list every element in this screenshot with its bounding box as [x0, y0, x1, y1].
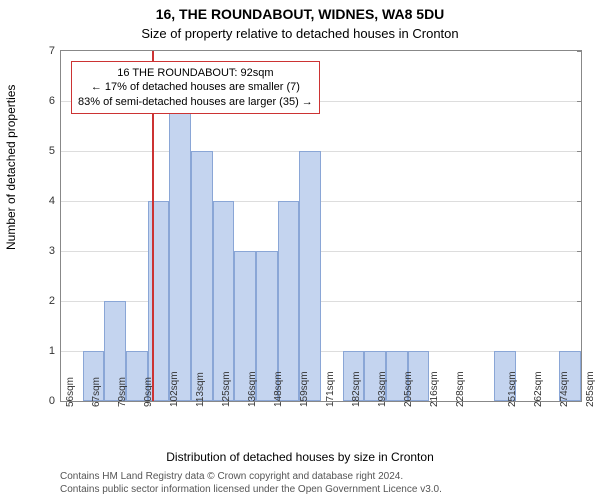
x-tick-label: 159sqm	[299, 371, 310, 407]
y-tick-label: 1	[49, 345, 55, 357]
histogram-bar	[299, 151, 321, 401]
y-tick-label: 2	[49, 295, 55, 307]
y-axis-label: Number of detached properties	[4, 85, 18, 250]
annotation-line: 83% of semi-detached houses are larger (…	[78, 95, 313, 109]
y-tick-label: 0	[49, 395, 55, 407]
gridline	[61, 201, 581, 202]
x-tick-label: 262sqm	[533, 371, 544, 407]
footer-line-2: Contains public sector information licen…	[60, 484, 442, 497]
histogram-bar	[148, 201, 170, 401]
x-tick-label: 113sqm	[195, 372, 206, 407]
plot-area: 0123456756sqm67sqm79sqm90sqm102sqm113sqm…	[60, 50, 582, 402]
x-axis-label: Distribution of detached houses by size …	[0, 450, 600, 464]
footer-line-1: Contains HM Land Registry data © Crown c…	[60, 471, 442, 484]
gridline	[61, 151, 581, 152]
x-tick-label: 216sqm	[429, 371, 440, 407]
chart-subtitle: Size of property relative to detached ho…	[0, 26, 600, 41]
y-tick-label: 3	[49, 245, 55, 257]
chart-container: 16, THE ROUNDABOUT, WIDNES, WA8 5DU Size…	[0, 0, 600, 500]
x-tick-label: 251sqm	[507, 371, 518, 407]
y-tick-label: 4	[49, 195, 55, 207]
y-tick-label: 7	[49, 45, 55, 57]
x-tick-label: 228sqm	[455, 371, 466, 407]
histogram-bar	[169, 101, 191, 401]
y-tick-label: 5	[49, 145, 55, 157]
gridline	[61, 251, 581, 252]
y-tick-label: 6	[49, 95, 55, 107]
y-tick-mark	[577, 51, 582, 52]
x-tick-label: 67sqm	[91, 377, 102, 407]
x-tick-label: 285sqm	[585, 371, 596, 407]
annotation-line: 16 THE ROUNDABOUT: 92sqm	[78, 66, 313, 80]
gridline	[61, 301, 581, 302]
y-tick-mark	[577, 101, 582, 102]
chart-footer: Contains HM Land Registry data © Crown c…	[60, 471, 442, 496]
x-tick-label: 136sqm	[247, 371, 258, 407]
x-tick-label: 193sqm	[377, 371, 388, 407]
x-tick-label: 171sqm	[325, 371, 336, 407]
y-tick-mark	[577, 251, 582, 252]
x-tick-label: 182sqm	[351, 371, 362, 407]
annotation-line: ← 17% of detached houses are smaller (7)	[78, 80, 313, 94]
x-tick-label: 79sqm	[117, 377, 128, 407]
y-tick-mark	[577, 201, 582, 202]
chart-title: 16, THE ROUNDABOUT, WIDNES, WA8 5DU	[0, 6, 600, 22]
x-tick-label: 205sqm	[403, 371, 414, 407]
x-tick-label: 102sqm	[169, 371, 180, 407]
x-tick-label: 56sqm	[65, 377, 76, 407]
x-tick-label: 274sqm	[559, 371, 570, 407]
annotation-box: 16 THE ROUNDABOUT: 92sqm← 17% of detache…	[71, 61, 320, 114]
y-tick-mark	[577, 301, 582, 302]
y-tick-mark	[577, 401, 582, 402]
x-tick-label: 148sqm	[273, 371, 284, 407]
histogram-bar	[191, 151, 213, 401]
y-tick-mark	[577, 151, 582, 152]
x-tick-label: 125sqm	[221, 371, 232, 407]
